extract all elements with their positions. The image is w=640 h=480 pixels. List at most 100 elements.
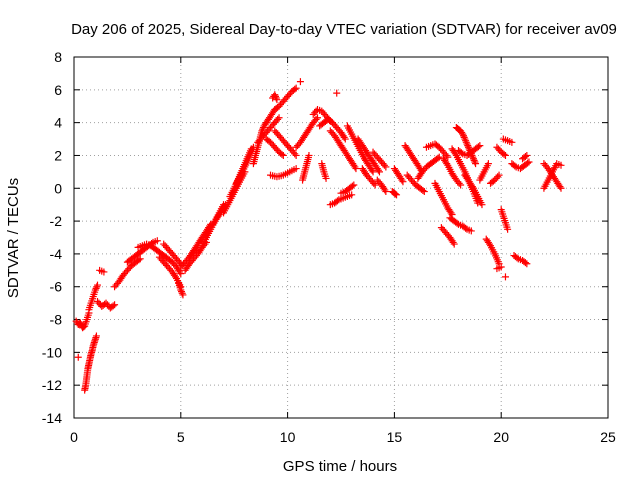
y-tick-label: -14 [42, 410, 62, 426]
y-tick-label: -12 [42, 377, 62, 393]
data-point [274, 115, 282, 123]
data-point [472, 160, 480, 168]
data-point [292, 151, 300, 159]
data-point [93, 283, 101, 291]
data-point [292, 84, 300, 92]
data-point [462, 224, 470, 232]
data-point [278, 150, 286, 158]
y-tick-label: 0 [54, 180, 62, 196]
data-point [500, 150, 508, 158]
data-point [291, 150, 299, 158]
data-point [178, 289, 186, 297]
data-point [100, 268, 108, 276]
data-point [457, 149, 465, 157]
data-point [460, 133, 468, 141]
data-point [459, 132, 467, 140]
data-point [513, 254, 521, 262]
data-point [524, 159, 532, 167]
data-point [380, 161, 388, 169]
data-point [348, 191, 356, 199]
data-point [179, 291, 187, 299]
data-point [340, 133, 348, 141]
data-point [420, 188, 428, 196]
data-point [369, 168, 377, 176]
y-tick-label: 8 [54, 49, 62, 65]
data-point [393, 191, 401, 199]
data-point [461, 135, 469, 143]
data-point [382, 163, 390, 171]
data-point [92, 332, 100, 340]
data-point [485, 240, 493, 248]
data-point [272, 94, 280, 102]
y-tick-label: -4 [50, 246, 63, 262]
data-point [93, 281, 101, 289]
data-point [368, 166, 376, 174]
data-point [76, 319, 84, 327]
data-point [469, 155, 477, 163]
x-tick-label: 20 [493, 429, 509, 445]
data-point [462, 137, 470, 145]
data-point [273, 96, 281, 104]
data-point [275, 114, 283, 122]
y-axis-label: SDTVAR / TECUs [5, 178, 22, 298]
data-point [468, 183, 476, 191]
y-tick-label: -6 [50, 279, 63, 295]
data-point [312, 115, 320, 123]
data-point [391, 190, 399, 198]
data-point [525, 158, 533, 166]
data-point [521, 153, 529, 161]
x-tick-label: 5 [177, 429, 185, 445]
axis-ticks: 0 5 10 15 20 25 -14 -12 -10 -8 -6 -4 -2 0 2 4 6 8 [42, 49, 616, 445]
data-point [462, 138, 470, 146]
plot-frame [73, 56, 609, 419]
data-point [374, 166, 382, 174]
data-point [469, 153, 477, 161]
data-point [135, 256, 143, 264]
data-point [557, 161, 565, 169]
data-point [501, 151, 509, 159]
x-axis-label: GPS time / hours [283, 458, 397, 475]
data-point [341, 135, 349, 143]
data-point [292, 165, 300, 173]
data-point [557, 184, 565, 192]
data-point [497, 263, 505, 271]
data-point [471, 158, 479, 166]
data-point [350, 181, 358, 189]
data-point [176, 268, 184, 276]
data-point [447, 209, 455, 217]
data-point [351, 163, 359, 171]
data-point [523, 151, 531, 159]
data-point [470, 156, 478, 164]
data-point [450, 240, 458, 248]
data-point [178, 288, 186, 296]
data-point [291, 85, 299, 93]
y-tick-label: 6 [54, 82, 62, 98]
data-point [399, 178, 407, 186]
data-point [444, 153, 452, 161]
data-point [74, 353, 82, 361]
data-point [474, 143, 482, 151]
data-point [459, 130, 467, 138]
data-point [111, 301, 119, 309]
data-point [333, 197, 341, 205]
data-point [435, 153, 443, 161]
data-point [443, 160, 451, 168]
data-point [271, 91, 279, 99]
data-point [177, 286, 185, 294]
y-tick-label: -10 [42, 344, 62, 360]
data-point [333, 89, 341, 97]
data-point [419, 186, 427, 194]
data-point [348, 182, 356, 190]
data-point [484, 160, 492, 168]
chart-title: Day 206 of 2025, Sidereal Day-to-day VTE… [71, 21, 617, 38]
data-point [495, 171, 503, 179]
grid [74, 57, 608, 418]
data-point [467, 227, 475, 235]
data-point [259, 125, 267, 133]
data-point [455, 179, 463, 187]
data-point [494, 173, 502, 181]
x-tick-label: 25 [600, 429, 616, 445]
data-point [398, 176, 406, 184]
data-point [478, 201, 486, 209]
